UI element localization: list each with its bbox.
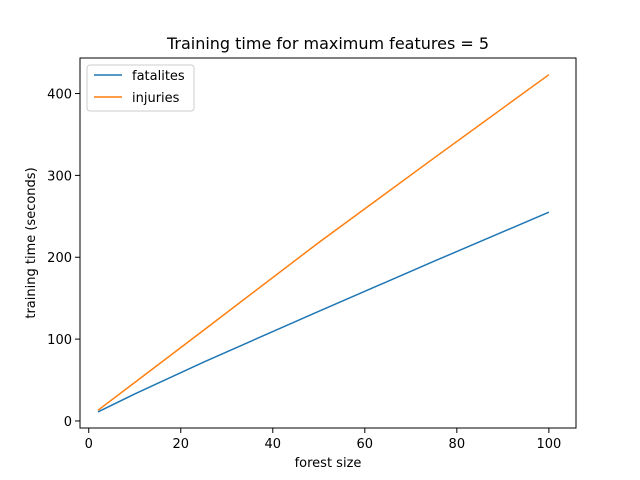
y-axis-label: training time (seconds): [24, 167, 39, 318]
x-tick-label: 20: [172, 437, 189, 452]
plot-frame: [79, 57, 577, 429]
y-axis: 0 100 200 300 400: [47, 88, 80, 430]
series-line-injuries: [97, 74, 550, 411]
x-tick-label: 40: [265, 437, 282, 452]
x-tick-label: 60: [357, 437, 374, 452]
chart-title: Training time for maximum features = 5: [166, 34, 489, 53]
legend-box: [86, 64, 195, 112]
legend: fatalites injuries: [86, 64, 195, 112]
legend-label-fatalites: fatalites: [132, 69, 185, 84]
series-layer: [97, 74, 550, 413]
x-axis: 0 20 40 60 80 100: [85, 428, 561, 452]
y-tick-label: 300: [47, 169, 72, 184]
x-axis-label: forest size: [295, 456, 362, 471]
legend-label-injuries: injuries: [132, 91, 180, 106]
x-tick-label: 80: [449, 437, 466, 452]
x-tick-label: 0: [85, 437, 93, 452]
y-tick-label: 200: [47, 251, 72, 266]
series-line-fatalites: [97, 211, 550, 413]
y-tick-label: 0: [64, 415, 72, 430]
x-tick-label: 100: [536, 437, 561, 452]
plot-area: [79, 57, 577, 429]
y-tick-label: 100: [47, 333, 72, 348]
y-tick-label: 400: [47, 88, 72, 103]
